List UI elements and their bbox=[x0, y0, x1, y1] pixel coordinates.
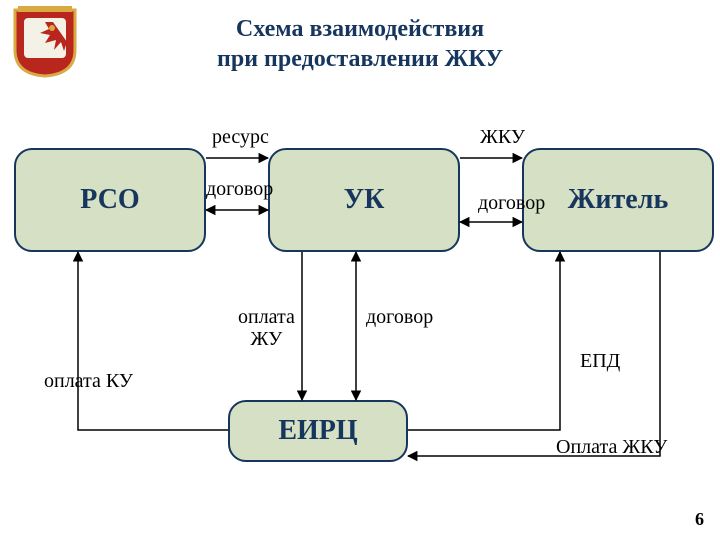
node-uk: УК bbox=[268, 148, 460, 252]
node-label: УК bbox=[344, 184, 385, 216]
edge-label-resurs: ресурс bbox=[212, 126, 269, 148]
title-line-2: при предоставлении ЖКУ bbox=[217, 46, 503, 72]
page-number: 6 bbox=[695, 509, 704, 530]
edge-label-oplata-zhu: оплата ЖУ bbox=[238, 306, 295, 350]
node-eirc: ЕИРЦ bbox=[228, 400, 408, 462]
title-line-1: Схема взаимодействия bbox=[236, 16, 484, 42]
node-label: Житель bbox=[568, 184, 669, 216]
edge-label-dogovor-2: договор bbox=[478, 192, 545, 214]
edge-label-epd: ЕПД bbox=[580, 350, 620, 372]
page-title: Схема взаимодействия при предоставлении … bbox=[0, 14, 720, 74]
node-rso: РСО bbox=[14, 148, 206, 252]
edge-label-zhku: ЖКУ bbox=[480, 126, 525, 148]
node-label: ЕИРЦ bbox=[278, 415, 357, 447]
edge-label-oplata-zhku: Оплата ЖКУ bbox=[556, 436, 667, 458]
node-label: РСО bbox=[80, 184, 139, 216]
edge-label-oplata-ku: оплата КУ bbox=[44, 370, 133, 392]
edge-label-dogovor-3: договор bbox=[366, 306, 433, 328]
edge-label-dogovor-1: договор bbox=[206, 178, 273, 200]
node-zhitel: Житель bbox=[522, 148, 714, 252]
